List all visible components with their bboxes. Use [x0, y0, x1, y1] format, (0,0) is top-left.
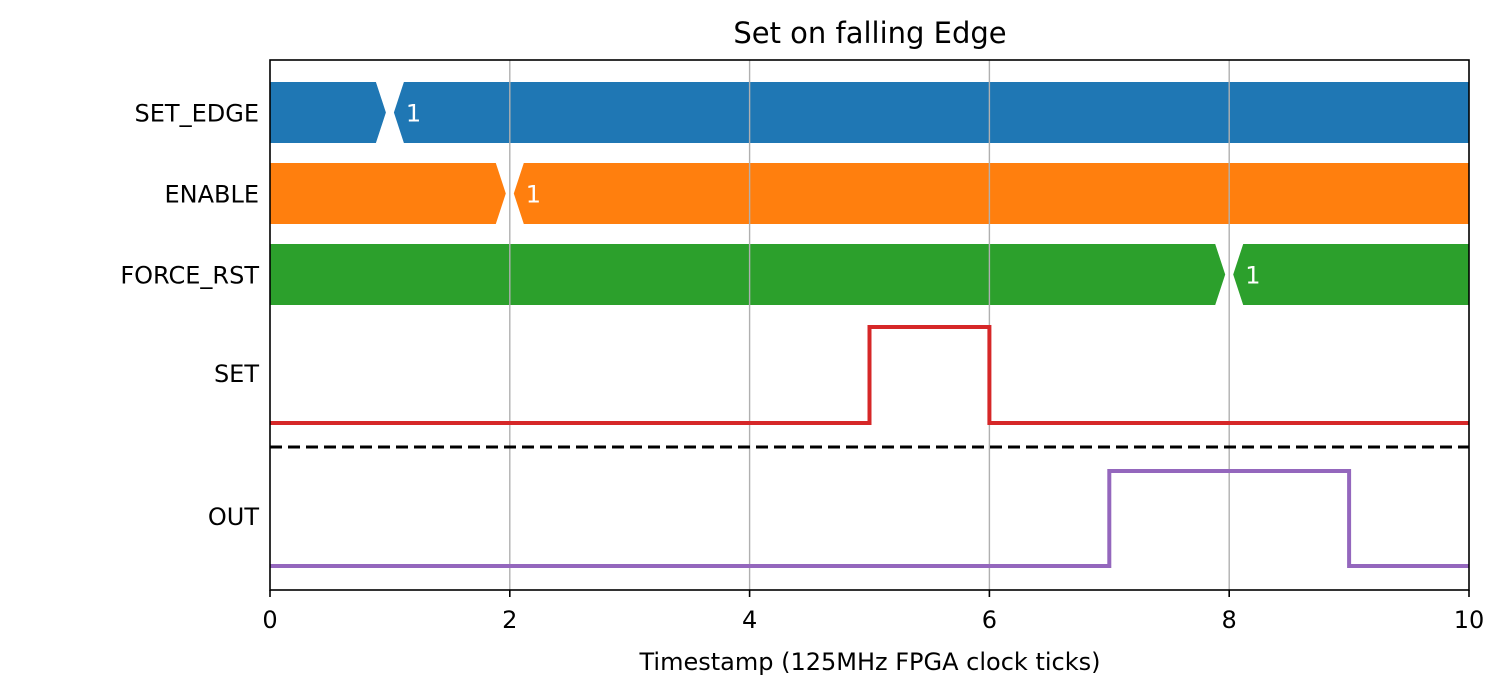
- x-tick-label: 4: [742, 606, 757, 634]
- bus-value-label: 1: [1245, 262, 1260, 290]
- x-tick-label: 2: [502, 606, 517, 634]
- signal-line-set: [270, 325, 1469, 425]
- digital-signal-layer: [270, 325, 1469, 568]
- signal-name-label: SET_EDGE: [135, 100, 259, 128]
- chart-title: Set on falling Edge: [733, 16, 1006, 50]
- bus-band-set-edge: [270, 82, 1469, 143]
- signal-name-label: FORCE_RST: [120, 262, 259, 290]
- bus-band-enable: [270, 163, 1469, 224]
- x-tick-label: 6: [982, 606, 997, 634]
- x-tick-label: 10: [1454, 606, 1485, 634]
- x-tick-label: 8: [1222, 606, 1237, 634]
- signal-name-label: SET: [214, 360, 259, 388]
- bus-band-force-rst: [270, 244, 1469, 305]
- bus-signal-layer: [270, 82, 1469, 305]
- x-axis-ticks: 0 2 4 6 8 10: [262, 590, 1484, 634]
- signal-name-label: OUT: [208, 503, 259, 531]
- bus-value-label-layer: 1 1 1: [406, 100, 1261, 290]
- bus-value-label: 1: [406, 100, 421, 128]
- signal-name-label: ENABLE: [164, 181, 259, 209]
- x-axis-label: Timestamp (125MHz FPGA clock ticks): [639, 648, 1101, 676]
- signal-line-out: [270, 469, 1469, 568]
- x-tick-label: 0: [262, 606, 277, 634]
- bus-value-label: 1: [526, 181, 541, 209]
- plot-frame: [269, 59, 1470, 591]
- signal-name-layer: SET_EDGE ENABLE FORCE_RST SET OUT: [120, 100, 259, 532]
